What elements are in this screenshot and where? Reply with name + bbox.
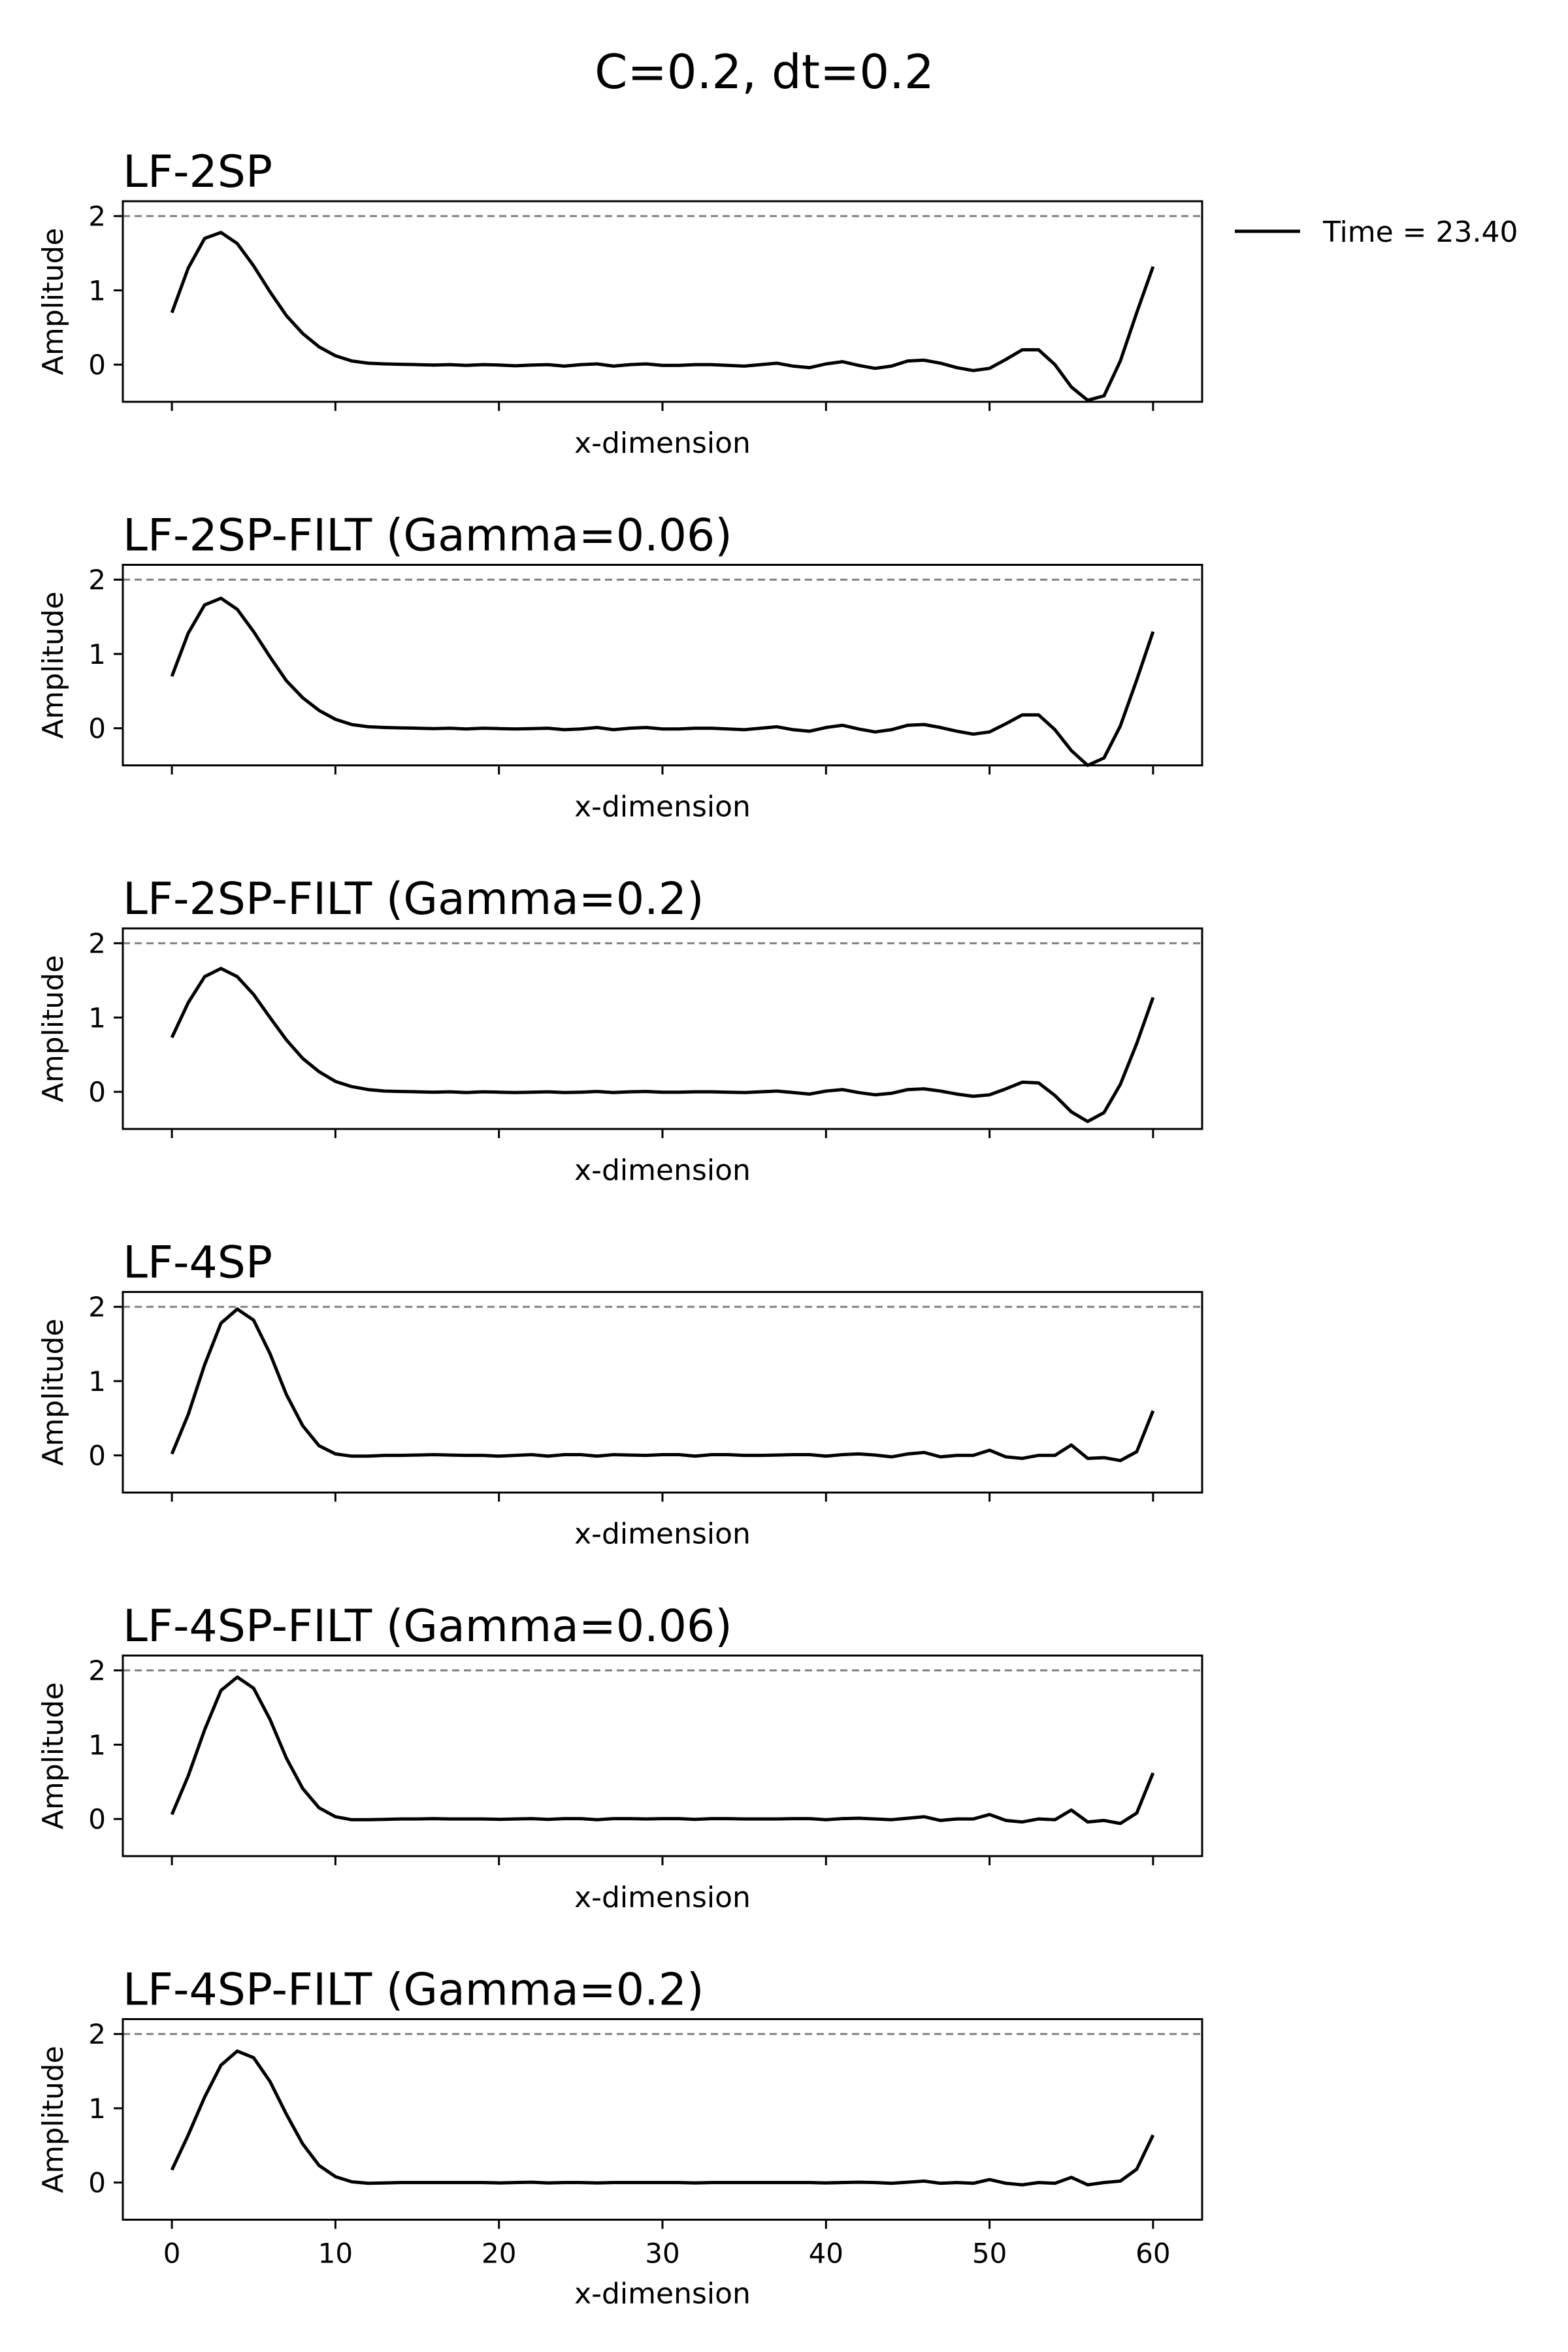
subplot-title: LF-2SP (123, 146, 272, 198)
x-tick-label: 60 (1135, 2238, 1170, 2270)
series-line (170, 596, 1155, 767)
y-tick-label: 2 (88, 928, 106, 960)
subplot-title: LF-4SP (123, 1237, 272, 1289)
y-tick-label: 1 (88, 638, 106, 670)
y-tick-label: 1 (88, 1365, 106, 1397)
y-tick-label: 2 (88, 1655, 106, 1687)
y-tick-label: 1 (88, 274, 106, 306)
x-tick-label: 40 (809, 2238, 843, 2270)
series-line (170, 1307, 1155, 1463)
x-axis-label: x-dimension (574, 2278, 751, 2311)
y-tick-label: 2 (88, 201, 106, 233)
x-tick-label: 0 (163, 2238, 181, 2270)
y-tick-label: 1 (88, 1002, 106, 1034)
y-axis-label: Amplitude (37, 1318, 70, 1465)
subplot-grid: LF-2SP012x-dimensionAmplitudeLF-2SP-FILT… (37, 146, 1203, 2311)
y-tick-label: 0 (88, 349, 106, 381)
y-tick-label: 2 (88, 2018, 106, 2050)
y-axis-label: Amplitude (37, 591, 70, 738)
plot-frame (122, 2018, 1203, 2221)
subplot-5: LF-4SP-FILT (Gamma=0.06) 0 1 2 x-dimension Am… (37, 1601, 1203, 1914)
subplot-title: LF-2SP-FILT (Gamma=0.06) (123, 510, 732, 562)
series-line (170, 231, 1155, 402)
y-axis-label: Amplitude (37, 955, 70, 1102)
y-tick-label: 1 (88, 2093, 106, 2125)
x-axis-label: x-dimension (574, 1881, 751, 1914)
x-tick-label: 50 (972, 2238, 1007, 2270)
legend: Time = 23.40 (1235, 216, 1518, 249)
plot-frame (122, 927, 1203, 1130)
y-tick-label: 0 (88, 713, 106, 745)
x-axis-label: x-dimension (574, 1154, 751, 1187)
series-line (170, 966, 1155, 1124)
figure-title: C=0.2, dt=0.2 (595, 44, 934, 99)
y-tick-label: 0 (88, 1440, 106, 1472)
subplot-1: LF-2SP 0 1 2 x-dimension Amplitude (37, 146, 1203, 460)
x-tick-label: 20 (482, 2238, 516, 2270)
subplot-title: LF-4SP-FILT (Gamma=0.06) (123, 1601, 732, 1652)
x-axis-label: x-dimension (574, 1518, 751, 1551)
series-line (170, 2049, 1155, 2187)
legend-label: Time = 23.40 (1322, 216, 1518, 249)
y-tick-label: 1 (88, 1729, 106, 1761)
subplot-title: LF-2SP-FILT (Gamma=0.2) (123, 874, 704, 925)
x-tick-label: 10 (318, 2238, 353, 2270)
subplot-2: LF-2SP-FILT (Gamma=0.06) 0 1 2 x-dimension Am… (37, 510, 1203, 824)
subplot-title: LF-4SP-FILT (Gamma=0.2) (123, 1965, 704, 2016)
y-axis-label: Amplitude (37, 2046, 70, 2193)
subplot-3: LF-2SP-FILT (Gamma=0.2) 0 1 2 x-dimension Amp… (37, 874, 1203, 1187)
series-line (170, 1675, 1155, 1825)
y-tick-label: 2 (88, 1291, 106, 1323)
subplot-4: LF-4SP 0 1 2 x-dimension Amplitude (37, 1237, 1203, 1551)
y-axis-label: Amplitude (37, 228, 70, 375)
x-axis-label: x-dimension (574, 427, 751, 460)
y-tick-label: 0 (88, 1803, 106, 1835)
y-tick-label: 0 (88, 1076, 106, 1108)
x-axis-label: x-dimension (574, 791, 751, 824)
x-tick-label: 30 (645, 2238, 679, 2270)
y-tick-label: 2 (88, 564, 106, 596)
y-tick-label: 0 (88, 2167, 106, 2199)
plot-frame (122, 564, 1203, 766)
y-axis-label: Amplitude (37, 1682, 70, 1829)
plot-frame (122, 200, 1203, 403)
